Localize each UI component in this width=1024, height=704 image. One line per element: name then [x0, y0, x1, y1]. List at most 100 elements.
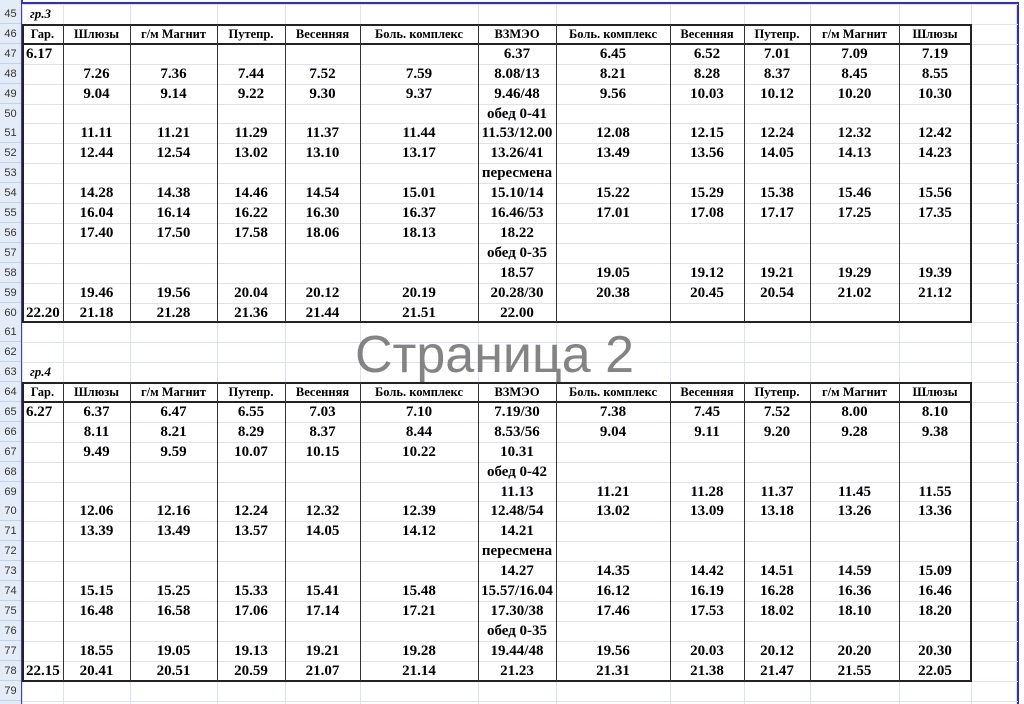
note-cell[interactable]: пересмена — [481, 543, 553, 559]
time-cell[interactable]: 8.29 — [237, 424, 265, 440]
time-cell[interactable]: 21.07 — [305, 663, 340, 679]
time-cell[interactable]: 8.44 — [405, 424, 433, 440]
column-header[interactable]: Весенняя — [680, 27, 734, 41]
time-cell[interactable]: 21.02 — [837, 285, 872, 301]
time-cell[interactable]: 19.05 — [156, 643, 191, 659]
time-cell[interactable]: 14.42 — [690, 563, 724, 579]
time-cell[interactable]: 11.21 — [596, 484, 630, 500]
time-cell[interactable]: 12.39 — [402, 503, 436, 519]
time-cell[interactable]: 9.59 — [160, 444, 187, 460]
time-cell[interactable]: 21.28 — [156, 305, 191, 321]
time-cell[interactable]: 20.12 — [305, 285, 340, 301]
time-cell[interactable]: 13.39 — [79, 523, 114, 539]
time-cell[interactable]: 22.00 — [500, 305, 534, 321]
time-cell[interactable]: 10.15 — [305, 444, 340, 460]
time-cell[interactable]: 15.33 — [234, 583, 268, 599]
time-cell[interactable]: 15.25 — [156, 583, 191, 599]
note-cell[interactable]: пересмена — [481, 165, 553, 181]
time-cell[interactable]: 18.02 — [760, 603, 794, 619]
time-cell[interactable]: 19.21 — [760, 265, 794, 281]
time-cell[interactable]: 12.44 — [79, 145, 114, 161]
time-cell[interactable]: 11.11 — [80, 125, 113, 141]
time-cell[interactable]: 19.44/48 — [490, 643, 544, 659]
time-cell[interactable]: 17.46 — [596, 603, 630, 619]
time-cell[interactable]: 21.14 — [402, 663, 436, 679]
time-cell[interactable]: 13.09 — [690, 503, 724, 519]
depot-time-cell[interactable]: 6.17 — [26, 46, 53, 62]
time-cell[interactable]: 14.38 — [156, 185, 191, 201]
column-header[interactable]: Шлюзы — [912, 27, 958, 41]
row-number[interactable]: 72 — [0, 541, 21, 561]
time-cell[interactable]: 20.38 — [596, 285, 630, 301]
time-cell[interactable]: 14.05 — [305, 523, 340, 539]
time-cell[interactable]: 8.37 — [309, 424, 336, 440]
column-header[interactable]: ВЗМЭО — [494, 27, 540, 41]
time-cell[interactable]: 17.30/38 — [490, 603, 544, 619]
time-cell[interactable]: 19.12 — [690, 265, 724, 281]
row-number[interactable]: 78 — [0, 661, 21, 681]
time-cell[interactable]: 15.46 — [837, 185, 872, 201]
time-cell[interactable]: 14.12 — [402, 523, 436, 539]
row-number[interactable]: 48 — [0, 64, 21, 84]
time-cell[interactable]: 9.14 — [160, 86, 187, 102]
time-cell[interactable]: 19.13 — [234, 643, 268, 659]
column-header[interactable]: Путепр. — [754, 385, 800, 399]
time-cell[interactable]: 11.37 — [306, 125, 339, 141]
time-cell[interactable]: 20.20 — [837, 643, 872, 659]
time-cell[interactable]: 13.17 — [402, 145, 436, 161]
row-number[interactable]: 55 — [0, 203, 21, 223]
column-header[interactable]: Шлюзы — [73, 27, 120, 41]
column-header[interactable]: г/м Магнит — [821, 27, 888, 41]
row-number[interactable]: 45 — [0, 4, 21, 24]
time-cell[interactable]: 20.41 — [79, 663, 114, 679]
time-cell[interactable]: 16.12 — [596, 583, 630, 599]
time-cell[interactable]: 12.42 — [918, 125, 952, 141]
time-cell[interactable]: 19.39 — [918, 265, 952, 281]
time-cell[interactable]: 7.52 — [763, 404, 791, 420]
time-cell[interactable]: 16.04 — [79, 205, 114, 221]
page-break-line-right[interactable] — [1016, 2, 1019, 704]
row-number[interactable]: 47 — [0, 44, 21, 64]
time-cell[interactable]: 15.48 — [402, 583, 436, 599]
time-cell[interactable]: 7.03 — [309, 404, 336, 420]
row-number[interactable]: 51 — [0, 123, 21, 143]
time-cell[interactable]: 17.08 — [690, 205, 724, 221]
time-cell[interactable]: 16.37 — [402, 205, 436, 221]
column-header[interactable]: Весенняя — [680, 385, 734, 399]
row-number[interactable]: 73 — [0, 561, 21, 581]
row-number[interactable]: 63 — [0, 362, 21, 382]
time-cell[interactable]: 17.01 — [596, 205, 630, 221]
time-cell[interactable]: 12.54 — [156, 145, 191, 161]
column-header[interactable]: ВЗМЭО — [494, 385, 540, 399]
time-cell[interactable]: 14.05 — [760, 145, 794, 161]
time-cell[interactable]: 14.23 — [918, 145, 952, 161]
time-cell[interactable]: 20.28/30 — [490, 285, 544, 301]
time-cell[interactable]: 15.57/16.04 — [481, 583, 553, 599]
time-cell[interactable]: 10.20 — [837, 86, 872, 102]
time-cell[interactable]: 16.36 — [837, 583, 872, 599]
time-cell[interactable]: 17.17 — [760, 205, 794, 221]
time-cell[interactable]: 16.19 — [690, 583, 724, 599]
time-cell[interactable]: 21.36 — [234, 305, 268, 321]
column-header[interactable]: Шлюзы — [912, 385, 958, 399]
row-number[interactable]: 68 — [0, 462, 21, 482]
time-cell[interactable]: 18.10 — [837, 603, 872, 619]
time-cell[interactable]: 21.47 — [760, 663, 794, 679]
time-cell[interactable]: 8.45 — [841, 66, 868, 82]
time-cell[interactable]: 16.58 — [156, 603, 191, 619]
time-cell[interactable]: 20.19 — [402, 285, 436, 301]
time-cell[interactable]: 14.54 — [305, 185, 340, 201]
row-number[interactable]: 53 — [0, 163, 21, 183]
time-cell[interactable]: 20.51 — [156, 663, 191, 679]
time-cell[interactable]: 7.19 — [921, 46, 949, 62]
depot-time-cell[interactable]: 6.27 — [26, 404, 53, 420]
row-number[interactable]: 56 — [0, 223, 21, 243]
time-cell[interactable]: 20.12 — [760, 643, 794, 659]
time-cell[interactable]: 18.13 — [402, 225, 436, 241]
column-header[interactable]: Весенняя — [295, 385, 350, 399]
time-cell[interactable]: 9.28 — [841, 424, 868, 440]
time-cell[interactable]: 9.04 — [83, 86, 110, 102]
time-cell[interactable]: 17.58 — [234, 225, 268, 241]
column-header[interactable]: Шлюзы — [73, 385, 120, 399]
